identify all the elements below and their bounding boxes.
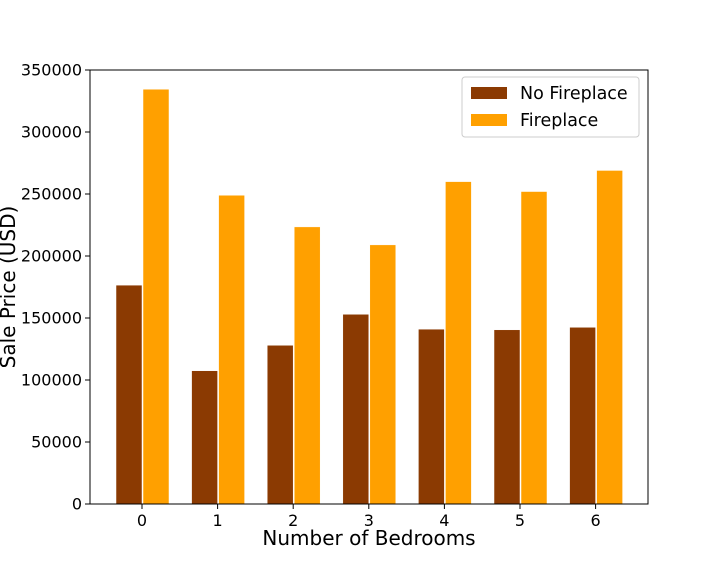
x-tick-label: 2	[288, 511, 298, 530]
x-tick-label: 1	[213, 511, 223, 530]
bar-fireplace-1	[218, 194, 245, 505]
bar-no-fireplace-0	[115, 284, 143, 505]
bars-layer	[115, 88, 623, 505]
y-tick-label: 250000	[21, 185, 82, 204]
bar-fireplace-4	[445, 181, 472, 505]
y-tick-label: 300000	[21, 123, 82, 142]
bar-fireplace-3	[369, 244, 397, 505]
x-tick-label: 6	[591, 511, 601, 530]
bar-fireplace-5	[520, 191, 548, 505]
y-tick-label: 350000	[21, 61, 82, 80]
legend: No Fireplace Fireplace	[461, 76, 640, 138]
bar-no-fireplace-4	[418, 328, 445, 505]
y-axis: 0 50000 100000 150000 200000 250000 300000 3500…	[21, 61, 90, 514]
y-tick-label: 50000	[31, 433, 82, 452]
bar-no-fireplace-1	[191, 370, 218, 505]
y-axis-label: Sale Price (USD)	[0, 206, 20, 369]
x-tick-label: 0	[137, 511, 147, 530]
x-tick-label: 3	[364, 511, 374, 530]
bar-no-fireplace-2	[266, 345, 294, 505]
bar-no-fireplace-6	[569, 327, 596, 505]
bar-fireplace-0	[142, 88, 170, 505]
y-tick-label: 200000	[21, 247, 82, 266]
legend-swatch-fireplace	[471, 114, 507, 126]
bar-fireplace-6	[596, 170, 623, 505]
x-axis: 0 1 2 3 4 5 6	[137, 504, 601, 530]
y-tick-label: 0	[72, 495, 82, 514]
y-tick-label: 150000	[21, 309, 82, 328]
x-axis-label: Number of Bedrooms	[262, 526, 475, 550]
bar-no-fireplace-5	[493, 329, 521, 505]
legend-label: No Fireplace	[520, 84, 628, 104]
legend-swatch-no-fireplace	[471, 87, 507, 99]
x-tick-label: 5	[515, 511, 525, 530]
legend-label: Fireplace	[520, 111, 598, 131]
bar-no-fireplace-3	[342, 314, 370, 505]
bar-fireplace-2	[293, 226, 321, 505]
x-tick-label: 4	[439, 511, 449, 530]
y-tick-label: 100000	[21, 371, 82, 390]
